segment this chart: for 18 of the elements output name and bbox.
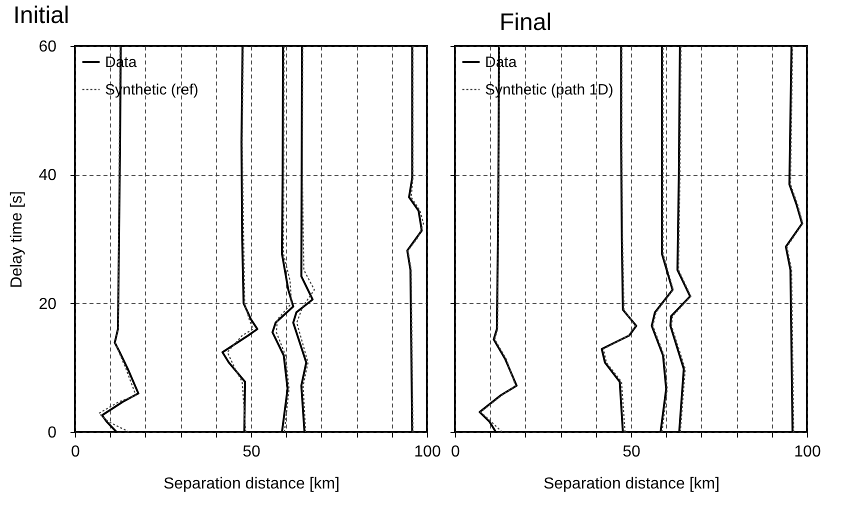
chart-title: Final xyxy=(500,9,552,36)
x-tick-label: 50 xyxy=(242,444,260,460)
x-tick-label: 0 xyxy=(451,444,460,460)
x-tick-label: 0 xyxy=(71,444,80,460)
line-series xyxy=(226,45,254,433)
x-axis-title: Separation distance [km] xyxy=(543,476,720,492)
x-tick-label: 100 xyxy=(794,444,821,460)
x-tick-label: 100 xyxy=(414,444,441,460)
line-series xyxy=(296,45,315,433)
y-tick-label: 0 xyxy=(48,424,57,442)
y-axis-title: Delay time [s] xyxy=(8,191,26,288)
y-tick-label: 20 xyxy=(38,296,57,313)
y-tick-label: 40 xyxy=(38,167,57,184)
x-axis-title: Separation distance [km] xyxy=(163,476,340,492)
chart-title: Initial xyxy=(13,2,70,29)
y-tick-label: 60 xyxy=(38,38,57,56)
x-tick-label: 50 xyxy=(622,444,640,460)
line-series xyxy=(276,45,292,433)
